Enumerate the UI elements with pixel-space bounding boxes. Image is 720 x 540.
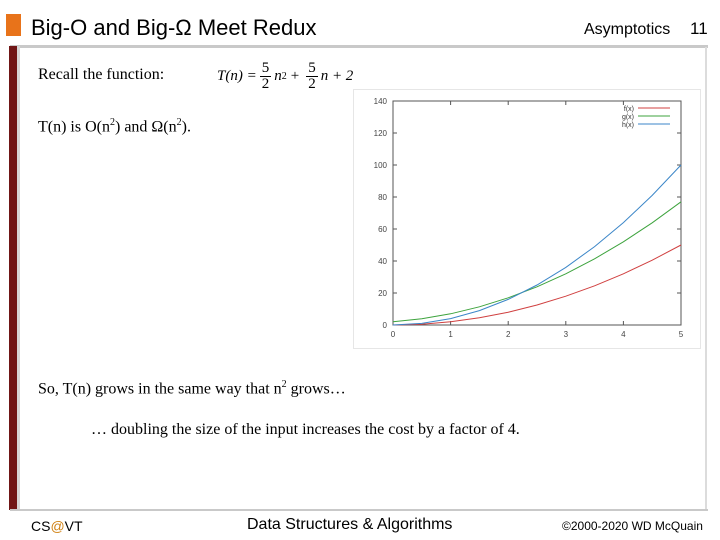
grows-post: grows…	[286, 380, 346, 398]
formula-n-squared: n	[274, 67, 282, 84]
claim-exponent-1: 2	[109, 117, 115, 128]
formula-exponent: 2	[281, 70, 287, 82]
y-tick-label: 100	[374, 161, 388, 170]
fraction-2-denominator: 2	[308, 75, 316, 92]
footer-course-at: @	[50, 518, 65, 534]
grows-exponent: 2	[281, 379, 287, 390]
y-tick-label: 80	[378, 193, 387, 202]
legend-label: h(x)	[622, 122, 634, 129]
title-accent-square	[6, 14, 21, 36]
growth-chart-svg: 0 20 40 60 80 100 120 140 0 1 2 3 4 5 f(x)g(x)h(x)	[374, 97, 684, 339]
x-tick-label: 1	[448, 330, 453, 339]
claim-exponent-2: 2	[176, 117, 182, 128]
doubling-statement: … doubling the size of the input increas…	[91, 421, 520, 438]
footer-title: Data Structures & Algorithms	[247, 516, 453, 533]
legend-label: g(x)	[622, 114, 634, 121]
x-tick-label: 3	[564, 330, 569, 339]
fraction-2-numerator: 5	[306, 59, 318, 77]
slide-number: 11	[690, 19, 708, 38]
left-accent-bar	[9, 46, 17, 510]
footer-course: CS@VT	[31, 517, 83, 535]
complexity-claim: T(n) is O(n2) and Ω(n2).	[38, 117, 191, 136]
series-line-gx	[392, 201, 682, 323]
fraction-1-denominator: 2	[261, 75, 270, 92]
top-rule	[10, 45, 708, 48]
formula-fraction-1: 5 2	[259, 59, 272, 92]
y-tick-label: 60	[378, 225, 387, 234]
footer-course-cs: CS	[31, 518, 51, 534]
y-tick-label: 140	[374, 97, 388, 106]
legend-label: f(x)	[624, 106, 634, 113]
grows-pre: So, T(n) grows in the same way that n	[38, 380, 282, 398]
bottom-rule	[10, 509, 708, 511]
claim-post: ).	[181, 118, 191, 136]
x-tick-label: 2	[506, 330, 511, 339]
footer-copyright: ©2000-2020 WD McQuain	[562, 519, 703, 533]
fraction-1-numerator: 5	[259, 59, 272, 77]
slide-title: Big-O and Big-Ω Meet Redux	[31, 15, 317, 40]
y-tick-label: 0	[383, 321, 388, 330]
x-tick-label: 5	[679, 330, 684, 339]
series-line-hx	[392, 164, 682, 326]
y-tick-label: 120	[374, 129, 388, 138]
y-tick-label: 20	[378, 289, 387, 298]
footer-course-vt: VT	[64, 518, 83, 534]
y-tick-label: 40	[378, 257, 387, 266]
formula-fraction-2: 5 2	[306, 59, 318, 92]
formula-lhs: T(n) =	[217, 67, 257, 84]
formula-plus: +	[290, 67, 300, 84]
claim-mid: ) and Ω(n	[114, 118, 177, 136]
recall-text: Recall the function:	[38, 66, 165, 83]
right-rule	[705, 47, 707, 510]
growth-chart: 0 20 40 60 80 100 120 140 0 1 2 3 4 5 f(x) g(x) h(x)	[353, 89, 701, 349]
series-line-fx	[392, 244, 682, 326]
plot-frame	[392, 100, 682, 326]
x-tick-label: 4	[621, 330, 626, 339]
x-tick-label: 0	[391, 330, 396, 339]
formula-tail: n + 2	[320, 67, 354, 84]
growth-statement: So, T(n) grows in the same way that n2 g…	[38, 379, 346, 398]
slide-topic: Asymptotics	[584, 21, 671, 38]
left-bar-shadow	[17, 46, 20, 510]
claim-pre: T(n) is O(n	[38, 118, 110, 136]
